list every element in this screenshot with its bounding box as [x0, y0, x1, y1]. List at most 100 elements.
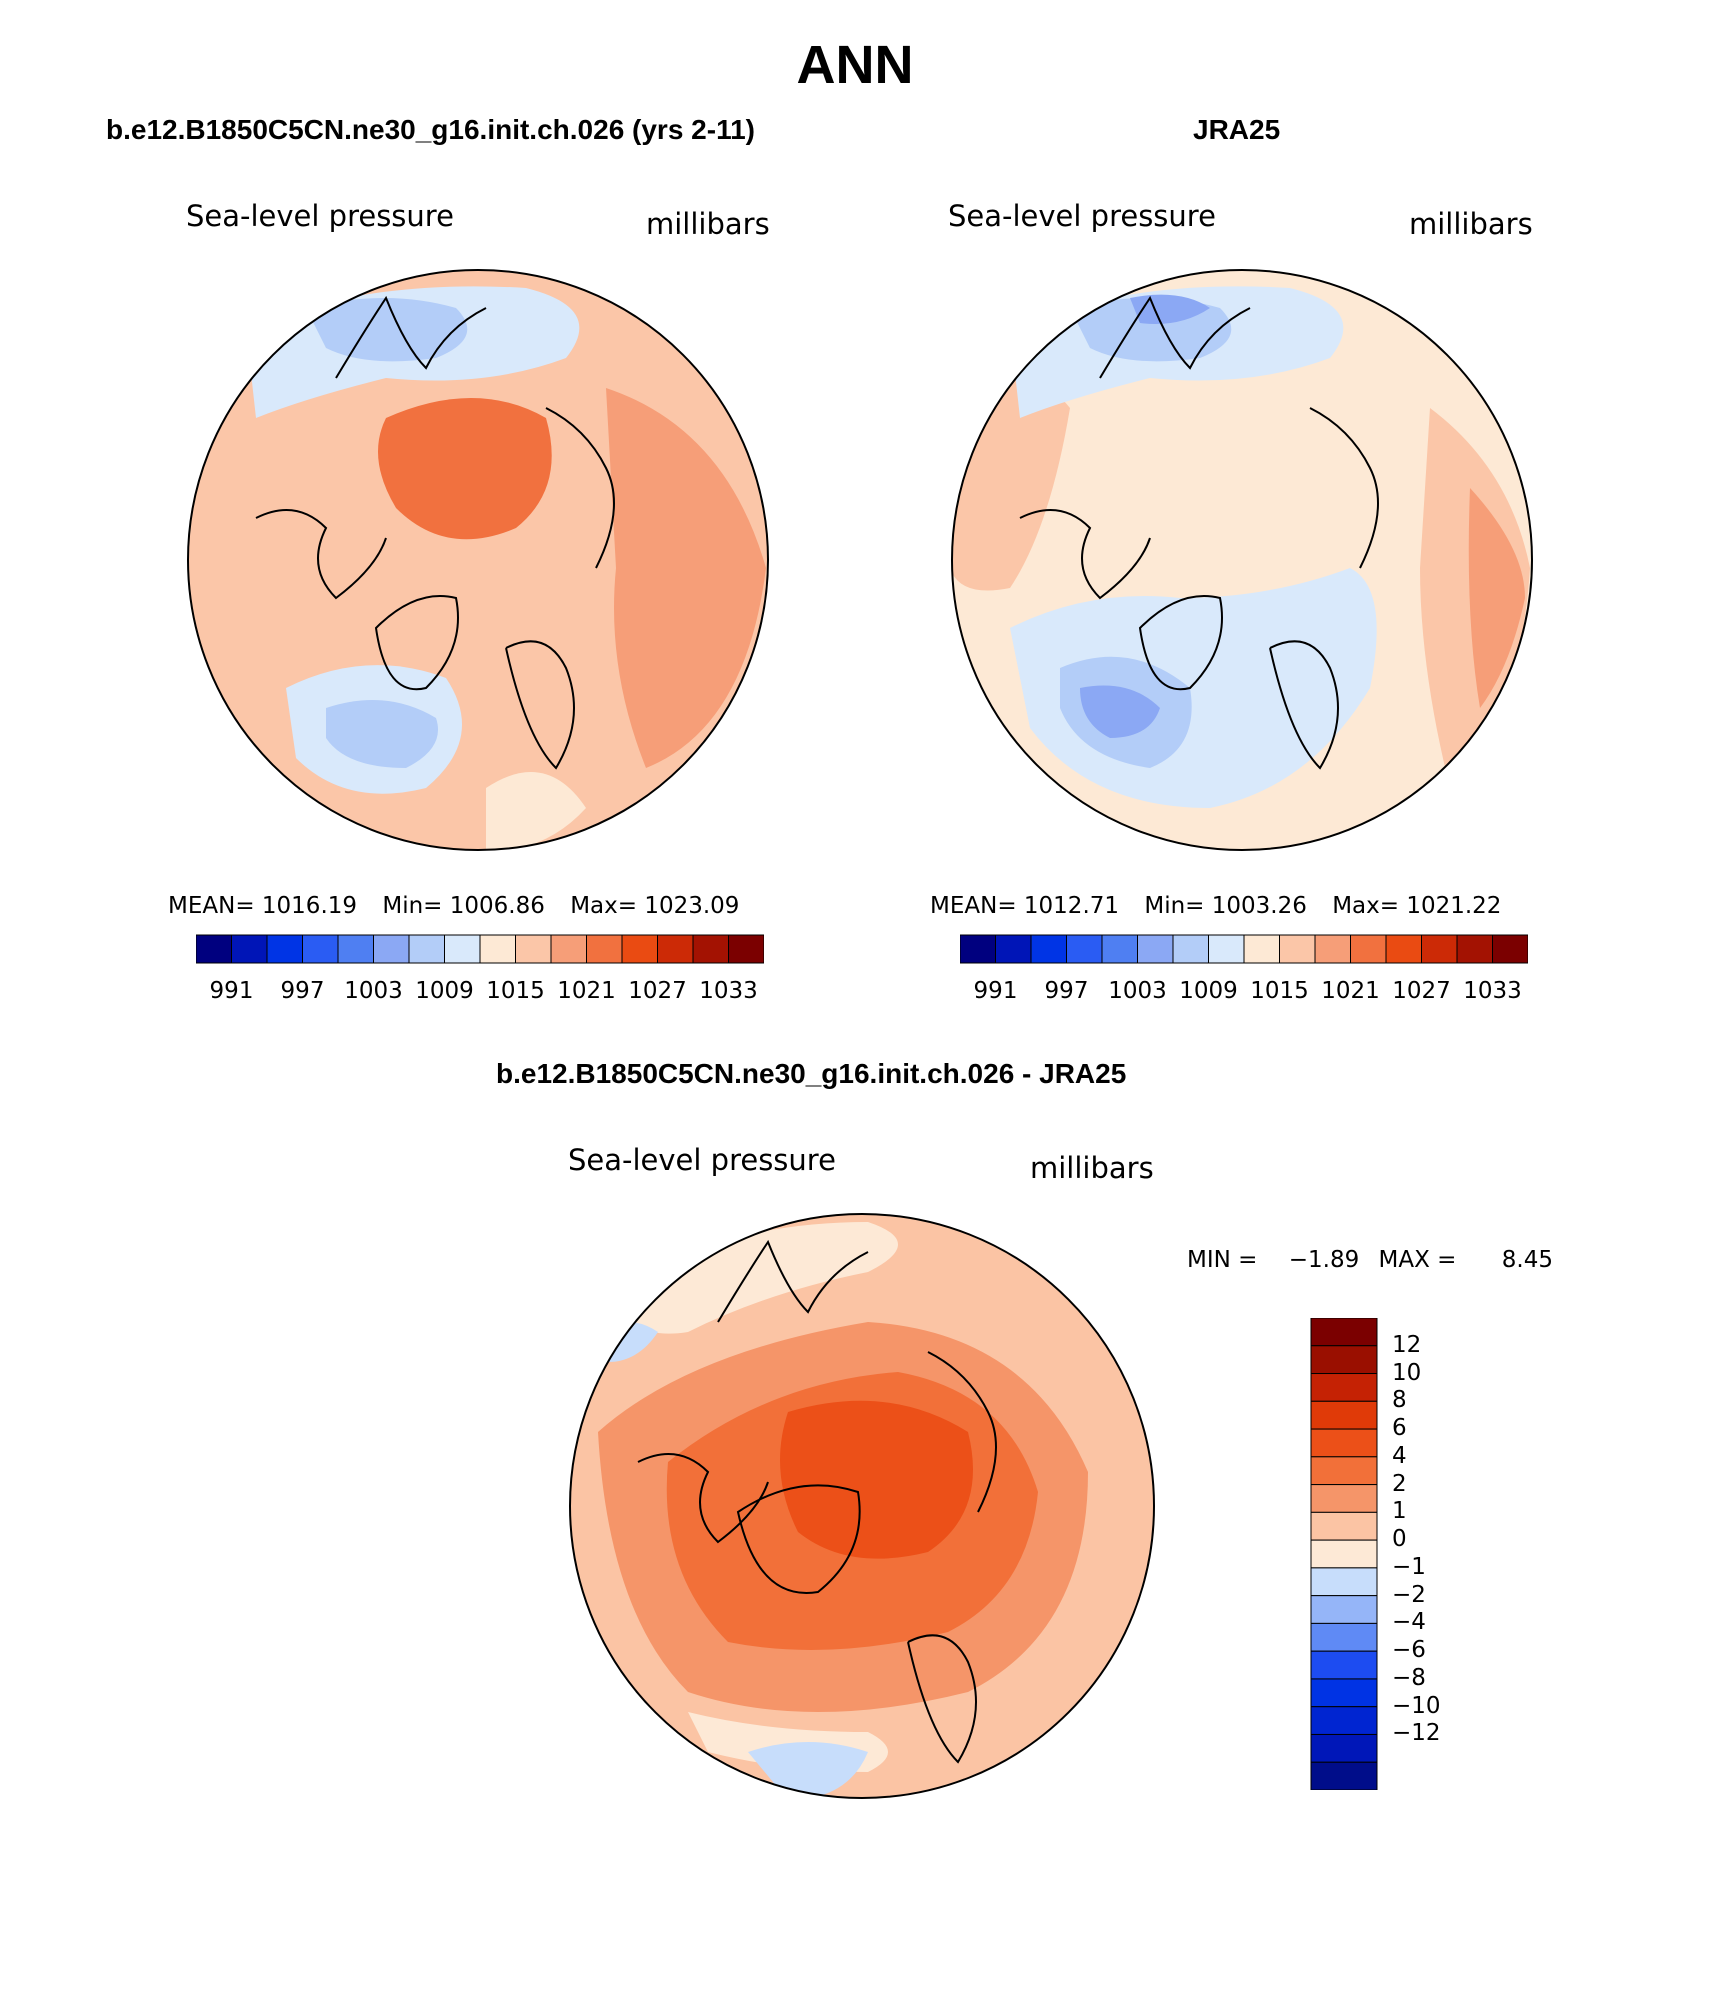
panel3-colorbar-swatch [1310, 1511, 1378, 1541]
panel1-max-label: Max= [570, 893, 638, 919]
panel3-colorbar-swatch [1310, 1595, 1378, 1624]
panel3-colorbar-tick-label: −1 [1392, 1553, 1426, 1580]
panel2-colorbar-swatch [1101, 934, 1138, 964]
panel2-colorbar-swatch [1385, 934, 1422, 964]
panel1-mean-value: 1016.19 [261, 893, 358, 919]
panel3-colorbar-tick-label: −12 [1392, 1720, 1441, 1747]
panel1-colorbar-tick-label: 1027 [628, 978, 687, 1004]
panel1-colorbar-tick-label: 1033 [699, 978, 758, 1004]
panel1-colorbar-swatch [373, 934, 410, 964]
panel1-colorbar-tick-label: 1015 [486, 978, 545, 1004]
panel3-min-value: −1.89 [1288, 1247, 1360, 1273]
panel1-colorbar-tick-label: 1009 [415, 978, 474, 1004]
p2-region-icelandic-core [1080, 685, 1160, 738]
panel1-colorbar-swatch [266, 934, 303, 964]
panel2-colorbar-swatch [1208, 934, 1245, 964]
panel2-min-value: 1003.26 [1211, 893, 1307, 919]
panel3-max-value: 8.45 [1501, 1247, 1553, 1273]
panel1-colorbar-swatch [337, 934, 374, 964]
panel1-min-label: Min= [382, 893, 443, 919]
p3-coastlines [637, 1239, 997, 1764]
panel1-right-label: millibars [646, 207, 770, 241]
p2-region-aleutian-core [1130, 294, 1210, 324]
panel3-left-label: Sea-level pressure [568, 1143, 836, 1177]
panel3-colorbar-tick-label: 6 [1392, 1415, 1407, 1442]
panel3-colorbar-tick-label: −4 [1392, 1609, 1426, 1636]
panel3-title: b.e12.B1850C5CN.ne30_g16.init.ch.026 - J… [496, 1058, 1127, 1089]
panel3-colorbar-swatch [1310, 1373, 1378, 1402]
panel2-colorbar-tick-label: 1033 [1463, 978, 1522, 1004]
panel3-colorbar-swatch [1310, 1456, 1378, 1486]
panel1-stats: MEAN= 1016.19 Min= 1006.86 Max= 1023.09 [168, 893, 739, 919]
panel1-map [187, 269, 769, 851]
p2-region-east-high-core [1468, 488, 1525, 708]
panel2-colorbar-tick-label: 1003 [1108, 978, 1167, 1004]
p1-coastlines [255, 295, 615, 770]
panel3-colorbar-tick-label: −10 [1392, 1692, 1441, 1719]
panel2-colorbar-labels: 991 997 1003 1009 1015 1021 1027 1033 [960, 978, 1528, 1008]
panel2-colorbar-swatch [1243, 934, 1280, 964]
panel1-colorbar-swatch [302, 934, 339, 964]
panel2-colorbar-swatch [1350, 934, 1387, 964]
panel3-colorbar-swatch [1310, 1733, 1378, 1763]
panel3-colorbar-tick-label: 10 [1392, 1359, 1422, 1386]
panel1-left-label: Sea-level pressure [186, 199, 454, 233]
panel1-colorbar-swatch [515, 934, 552, 964]
panel1-colorbar-tick-label: 1003 [344, 978, 403, 1004]
panel2-colorbar-swatch [1456, 934, 1493, 964]
panel1-title: b.e12.B1850C5CN.ne30_g16.init.ch.026 (yr… [106, 114, 756, 145]
panel3-colorbar-swatch [1310, 1706, 1378, 1735]
panel1-min-value: 1006.86 [449, 893, 545, 919]
panel3-colorbar-tick-label: 12 [1392, 1331, 1422, 1358]
p3-region-north-light [608, 1222, 898, 1334]
panel3-colorbar [1310, 1318, 1378, 1790]
p3-region-peak-positive [780, 1400, 973, 1559]
panel1-colorbar [196, 934, 764, 964]
panel2-left-label: Sea-level pressure [948, 199, 1216, 233]
panel2-colorbar-tick-label: 1015 [1250, 978, 1309, 1004]
panel2-colorbar [960, 934, 1528, 964]
panel2-colorbar-tick-label: 997 [1044, 978, 1089, 1004]
p1-region-pacific-high [606, 388, 766, 768]
panel1-colorbar-labels: 991 997 1003 1009 1015 1021 1027 1033 [196, 978, 764, 1008]
panel3-map [569, 1213, 1155, 1799]
panel3-colorbar-swatch [1310, 1761, 1378, 1790]
panel2-colorbar-swatch [1030, 934, 1067, 964]
panel2-colorbar-tick-label: 1009 [1179, 978, 1238, 1004]
panel2-colorbar-swatch [1492, 934, 1528, 964]
panel1-colorbar-swatch [444, 934, 481, 964]
panel1-colorbar-swatch [586, 934, 623, 964]
panel3-colorbar-swatch [1310, 1345, 1378, 1375]
panel2-colorbar-tick-label: 1027 [1392, 978, 1451, 1004]
panel3-colorbar-tick-label: 4 [1392, 1442, 1407, 1469]
panel2-mean-label: MEAN= [930, 893, 1017, 919]
panel3-min-label: MIN = [1187, 1247, 1258, 1273]
panel3-colorbar-tick-label: 1 [1392, 1498, 1407, 1525]
p1-region-arctic-high [378, 398, 552, 540]
panel2-colorbar-swatch [960, 934, 996, 964]
panel3-colorbar-tick-label: 0 [1392, 1526, 1407, 1553]
panel3-right-label: millibars [1030, 1151, 1154, 1185]
panel1-colorbar-swatch [621, 934, 658, 964]
panel2-right-label: millibars [1409, 207, 1533, 241]
panel1-colorbar-swatch [408, 934, 445, 964]
panel1-colorbar-tick-label: 991 [209, 978, 254, 1004]
panel2-stats: MEAN= 1012.71 Min= 1003.26 Max= 1021.22 [930, 893, 1501, 919]
panel3-colorbar-swatch [1310, 1400, 1378, 1430]
panel2-mean-value: 1012.71 [1023, 893, 1120, 919]
panel3-colorbar-swatch [1310, 1650, 1378, 1680]
panel2-colorbar-tick-label: 991 [973, 978, 1018, 1004]
panel3-colorbar-swatch [1310, 1622, 1378, 1652]
panel2-colorbar-swatch [995, 934, 1032, 964]
panel2-max-value: 1021.22 [1406, 893, 1502, 919]
p1-region-aleutian-low [306, 298, 468, 362]
panel2-colorbar-swatch [1066, 934, 1103, 964]
panel3-colorbar-swatch [1310, 1318, 1378, 1347]
panel3-colorbar-tick-label: 8 [1392, 1387, 1407, 1414]
panel2-min-label: Min= [1144, 893, 1205, 919]
panel2-colorbar-swatch [1314, 934, 1351, 964]
panel1-colorbar-swatch [728, 934, 764, 964]
panel3-colorbar-tick-label: 2 [1392, 1470, 1407, 1497]
panel2-colorbar-tick-label: 1021 [1321, 978, 1380, 1004]
panel3-colorbar-swatch [1310, 1567, 1378, 1597]
